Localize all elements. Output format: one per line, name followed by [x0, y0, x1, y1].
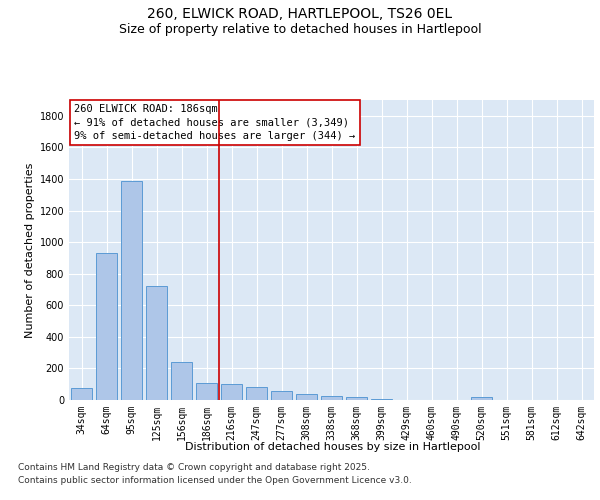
Bar	[471, 397, 492, 400]
Bar	[171, 362, 192, 400]
Bar	[121, 180, 142, 400]
Text: Contains HM Land Registry data © Crown copyright and database right 2025.: Contains HM Land Registry data © Crown c…	[18, 464, 370, 472]
Bar	[246, 388, 267, 400]
Bar	[146, 286, 167, 400]
Bar	[196, 382, 217, 400]
Bar	[71, 388, 92, 400]
Bar	[271, 392, 292, 400]
Text: 260, ELWICK ROAD, HARTLEPOOL, TS26 0EL: 260, ELWICK ROAD, HARTLEPOOL, TS26 0EL	[148, 8, 452, 22]
Bar	[321, 396, 342, 400]
Text: Size of property relative to detached houses in Hartlepool: Size of property relative to detached ho…	[119, 22, 481, 36]
Bar	[221, 384, 242, 400]
Text: 260 ELWICK ROAD: 186sqm
← 91% of detached houses are smaller (3,349)
9% of semi-: 260 ELWICK ROAD: 186sqm ← 91% of detache…	[74, 104, 355, 141]
Text: Distribution of detached houses by size in Hartlepool: Distribution of detached houses by size …	[185, 442, 481, 452]
Text: Contains public sector information licensed under the Open Government Licence v3: Contains public sector information licen…	[18, 476, 412, 485]
Y-axis label: Number of detached properties: Number of detached properties	[25, 162, 35, 338]
Bar	[371, 399, 392, 400]
Bar	[96, 253, 117, 400]
Bar	[346, 397, 367, 400]
Bar	[296, 394, 317, 400]
